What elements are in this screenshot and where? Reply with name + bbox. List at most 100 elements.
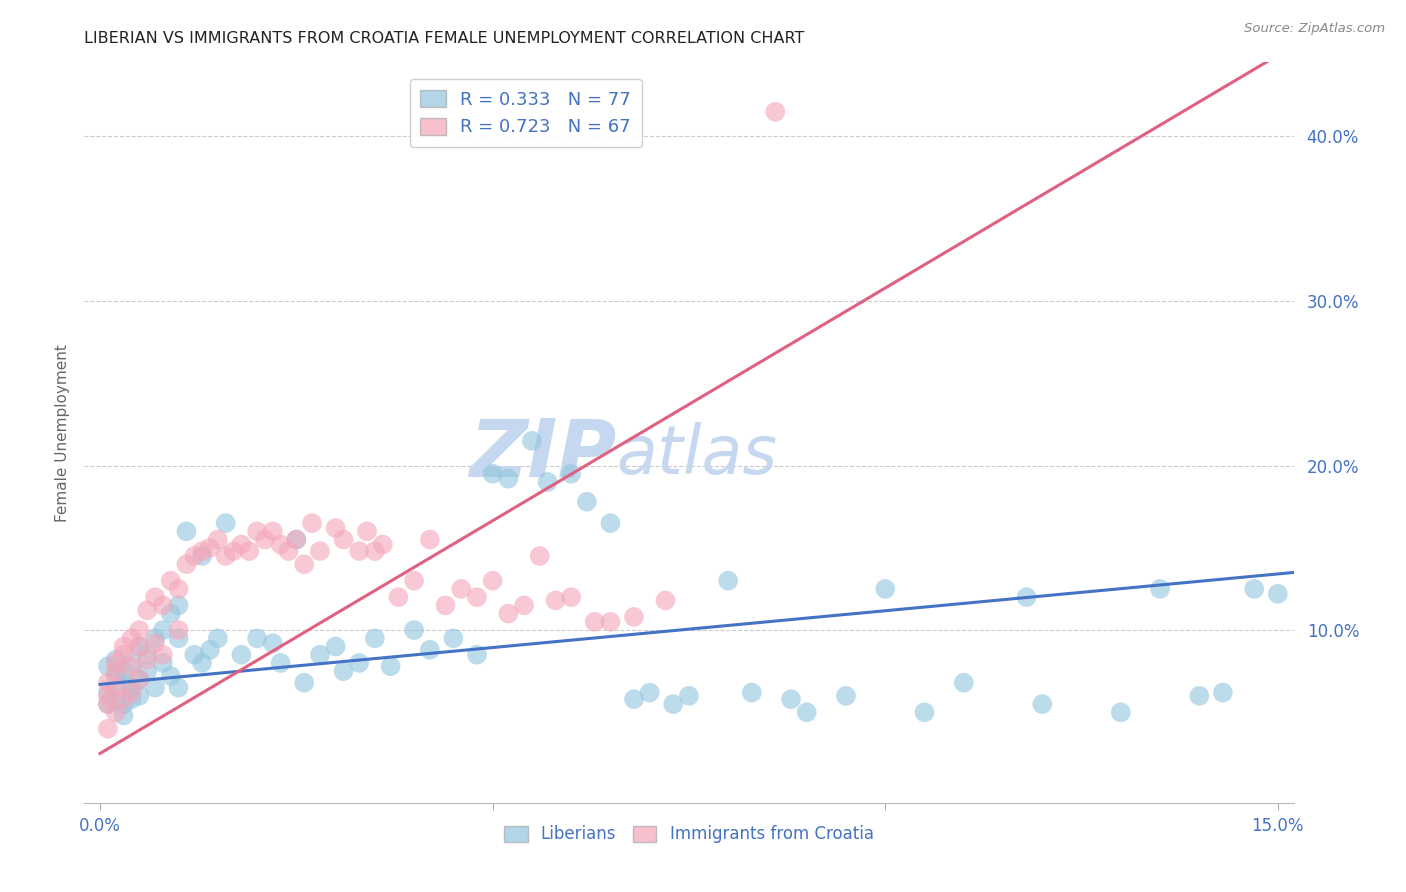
Point bbox=[159, 574, 181, 588]
Text: ZIP: ZIP bbox=[470, 416, 616, 494]
Point bbox=[301, 516, 323, 530]
Point bbox=[167, 623, 190, 637]
Point bbox=[136, 603, 159, 617]
Point bbox=[128, 640, 150, 654]
Point bbox=[159, 607, 181, 621]
Point bbox=[128, 673, 150, 687]
Point bbox=[198, 642, 221, 657]
Point bbox=[741, 685, 763, 699]
Point bbox=[325, 521, 347, 535]
Point bbox=[97, 685, 120, 699]
Point bbox=[97, 675, 120, 690]
Point bbox=[104, 656, 127, 670]
Point bbox=[332, 664, 354, 678]
Point bbox=[419, 642, 441, 657]
Point bbox=[796, 706, 818, 720]
Point bbox=[277, 544, 299, 558]
Point bbox=[121, 632, 143, 646]
Point bbox=[215, 549, 238, 563]
Text: atlas: atlas bbox=[616, 422, 778, 488]
Point bbox=[285, 533, 308, 547]
Point bbox=[404, 574, 426, 588]
Point bbox=[167, 599, 190, 613]
Point bbox=[434, 599, 457, 613]
Point bbox=[1149, 582, 1171, 596]
Point bbox=[121, 685, 143, 699]
Point bbox=[1267, 587, 1289, 601]
Point bbox=[1212, 685, 1234, 699]
Point bbox=[356, 524, 378, 539]
Point bbox=[332, 533, 354, 547]
Point bbox=[112, 708, 135, 723]
Point bbox=[136, 648, 159, 662]
Point bbox=[191, 549, 214, 563]
Point bbox=[1188, 689, 1211, 703]
Point bbox=[262, 524, 284, 539]
Point bbox=[560, 467, 582, 481]
Point bbox=[191, 544, 214, 558]
Point bbox=[513, 599, 536, 613]
Point bbox=[253, 533, 276, 547]
Point bbox=[638, 685, 661, 699]
Point bbox=[143, 632, 166, 646]
Point bbox=[419, 533, 441, 547]
Point bbox=[599, 516, 621, 530]
Point bbox=[1243, 582, 1265, 596]
Point bbox=[152, 656, 174, 670]
Point bbox=[1015, 590, 1038, 604]
Point bbox=[176, 524, 198, 539]
Point bbox=[583, 615, 606, 629]
Point bbox=[347, 656, 370, 670]
Point bbox=[143, 636, 166, 650]
Point bbox=[176, 558, 198, 572]
Point bbox=[238, 544, 260, 558]
Point bbox=[364, 632, 387, 646]
Point bbox=[136, 664, 159, 678]
Point bbox=[152, 648, 174, 662]
Y-axis label: Female Unemployment: Female Unemployment bbox=[55, 343, 70, 522]
Point bbox=[309, 648, 332, 662]
Point bbox=[498, 607, 520, 621]
Point bbox=[678, 689, 700, 703]
Point bbox=[292, 558, 315, 572]
Point bbox=[104, 692, 127, 706]
Point bbox=[465, 648, 488, 662]
Point bbox=[309, 544, 332, 558]
Text: LIBERIAN VS IMMIGRANTS FROM CROATIA FEMALE UNEMPLOYMENT CORRELATION CHART: LIBERIAN VS IMMIGRANTS FROM CROATIA FEMA… bbox=[84, 31, 804, 46]
Text: Source: ZipAtlas.com: Source: ZipAtlas.com bbox=[1244, 22, 1385, 36]
Point bbox=[560, 590, 582, 604]
Point bbox=[481, 467, 503, 481]
Point bbox=[191, 656, 214, 670]
Point bbox=[112, 697, 135, 711]
Point bbox=[152, 599, 174, 613]
Point bbox=[128, 640, 150, 654]
Point bbox=[152, 623, 174, 637]
Point bbox=[198, 541, 221, 555]
Point bbox=[246, 632, 269, 646]
Point bbox=[104, 706, 127, 720]
Point bbox=[536, 475, 558, 489]
Point bbox=[112, 664, 135, 678]
Point bbox=[121, 681, 143, 695]
Point bbox=[104, 664, 127, 678]
Point bbox=[380, 659, 402, 673]
Point bbox=[246, 524, 269, 539]
Point bbox=[215, 516, 238, 530]
Point bbox=[404, 623, 426, 637]
Point bbox=[207, 632, 229, 646]
Legend: Liberians, Immigrants from Croatia: Liberians, Immigrants from Croatia bbox=[498, 819, 880, 850]
Point bbox=[623, 692, 645, 706]
Point bbox=[1031, 697, 1053, 711]
Point bbox=[441, 632, 464, 646]
Point bbox=[763, 104, 786, 119]
Point bbox=[231, 537, 253, 551]
Point bbox=[662, 697, 685, 711]
Point bbox=[97, 689, 120, 703]
Point bbox=[112, 692, 135, 706]
Point bbox=[285, 533, 308, 547]
Point bbox=[623, 610, 645, 624]
Point bbox=[371, 537, 394, 551]
Point bbox=[159, 669, 181, 683]
Point bbox=[717, 574, 740, 588]
Point bbox=[270, 537, 292, 551]
